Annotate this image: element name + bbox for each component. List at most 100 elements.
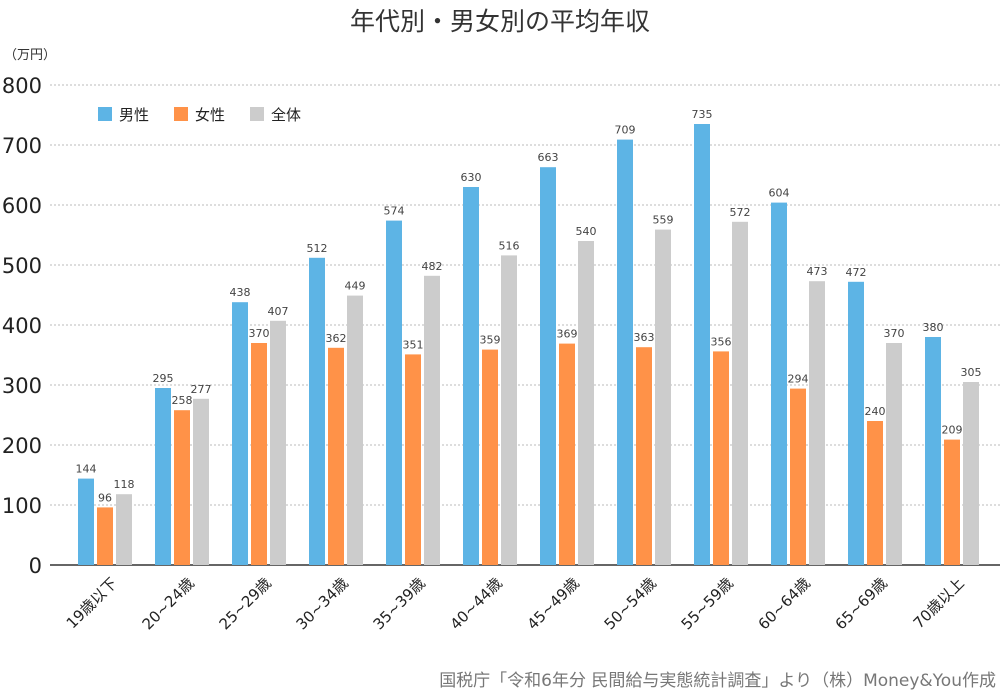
y-tick-label: 200 [2, 434, 42, 458]
data-label: 516 [499, 239, 520, 252]
bar [694, 124, 710, 565]
y-tick-label: 800 [2, 74, 42, 98]
x-tick-label: 45~49歳 [524, 574, 583, 633]
data-label: 356 [711, 335, 732, 348]
data-label: 363 [634, 331, 655, 344]
data-label: 574 [384, 205, 405, 218]
bar [809, 281, 825, 565]
legend-swatch [250, 107, 264, 121]
data-label: 482 [422, 260, 443, 273]
data-label: 572 [730, 206, 751, 219]
data-label: 449 [345, 280, 366, 293]
bar [732, 221, 748, 566]
data-label: 96 [98, 491, 112, 504]
data-label: 663 [538, 151, 559, 164]
data-label: 438 [230, 286, 251, 299]
x-tick-label: 35~39歳 [370, 574, 429, 633]
y-tick-label: 400 [2, 314, 42, 338]
bar [578, 241, 594, 565]
data-label: 277 [191, 383, 212, 396]
bar [309, 257, 325, 565]
bar [636, 347, 652, 565]
y-tick-label: 0 [29, 554, 42, 578]
x-tick-label: 55~59歳 [678, 574, 737, 633]
bar [925, 337, 941, 565]
legend-label: 女性 [195, 106, 225, 124]
data-label: 370 [884, 327, 905, 340]
data-label: 144 [76, 463, 97, 476]
data-label: 359 [480, 334, 501, 347]
data-label: 258 [172, 394, 193, 407]
bar [501, 255, 517, 565]
data-label: 351 [403, 338, 424, 351]
bar [655, 229, 671, 565]
data-label: 559 [653, 214, 674, 227]
source-note: 国税庁「令和6年分 民間給与実態統計調査」より（株）Money&You作成 [439, 671, 996, 691]
data-label: 240 [865, 405, 886, 418]
bar [886, 343, 902, 565]
bar [251, 343, 267, 565]
bar [463, 187, 479, 565]
y-tick-label: 300 [2, 374, 42, 398]
legend-swatch [174, 107, 188, 121]
data-label: 512 [307, 242, 328, 255]
bar [116, 494, 132, 565]
data-label: 362 [326, 332, 347, 345]
data-label: 295 [153, 372, 174, 385]
bar [78, 478, 94, 565]
x-tick-label: 25~29歳 [216, 574, 275, 633]
x-tick-label: 70歳以上 [910, 574, 968, 632]
bar [424, 275, 440, 565]
data-label: 369 [557, 328, 578, 341]
bar [867, 421, 883, 565]
chart-title: 年代別・男女別の平均年収 [349, 7, 650, 36]
data-label: 709 [615, 124, 636, 137]
x-tick-label: 40~44歳 [447, 574, 506, 633]
bar [559, 343, 575, 565]
x-tick-label: 30~34歳 [293, 574, 352, 633]
data-label: 305 [961, 366, 982, 379]
bar [617, 139, 633, 565]
bar [270, 320, 286, 565]
bar [848, 281, 864, 565]
bar [540, 167, 556, 565]
data-label: 209 [942, 424, 963, 437]
bar [97, 507, 113, 565]
x-tick-label: 19歳以下 [63, 574, 121, 632]
bar [790, 388, 806, 565]
data-label: 630 [461, 171, 482, 184]
bar [405, 354, 421, 565]
y-tick-label: 600 [2, 194, 42, 218]
data-label: 473 [807, 265, 828, 278]
bar [174, 410, 190, 565]
data-label: 380 [923, 321, 944, 334]
bar [386, 220, 402, 565]
x-tick-label: 50~54歳 [601, 574, 660, 633]
bar [193, 398, 209, 565]
data-label: 118 [114, 478, 135, 491]
data-label: 407 [268, 305, 289, 318]
bar [232, 302, 248, 565]
data-label: 604 [769, 187, 790, 200]
y-tick-label: 700 [2, 134, 42, 158]
bar [155, 388, 171, 565]
bar [944, 439, 960, 565]
data-label: 735 [692, 108, 713, 121]
bar [328, 347, 344, 565]
bar [713, 351, 729, 565]
data-label: 540 [576, 225, 597, 238]
legend-label: 男性 [119, 106, 149, 124]
bar [963, 382, 979, 565]
y-axis-unit-label: （万円） [4, 48, 57, 63]
data-label: 370 [249, 327, 270, 340]
x-tick-label: 20~24歳 [139, 574, 198, 633]
bar [347, 295, 363, 565]
bar [482, 349, 498, 565]
x-tick-label: 65~69歳 [832, 574, 891, 633]
x-tick-label: 60~64歳 [755, 574, 814, 633]
legend-label: 全体 [271, 106, 301, 124]
legend-swatch [98, 107, 112, 121]
bar [771, 202, 787, 565]
y-tick-label: 100 [2, 494, 42, 518]
